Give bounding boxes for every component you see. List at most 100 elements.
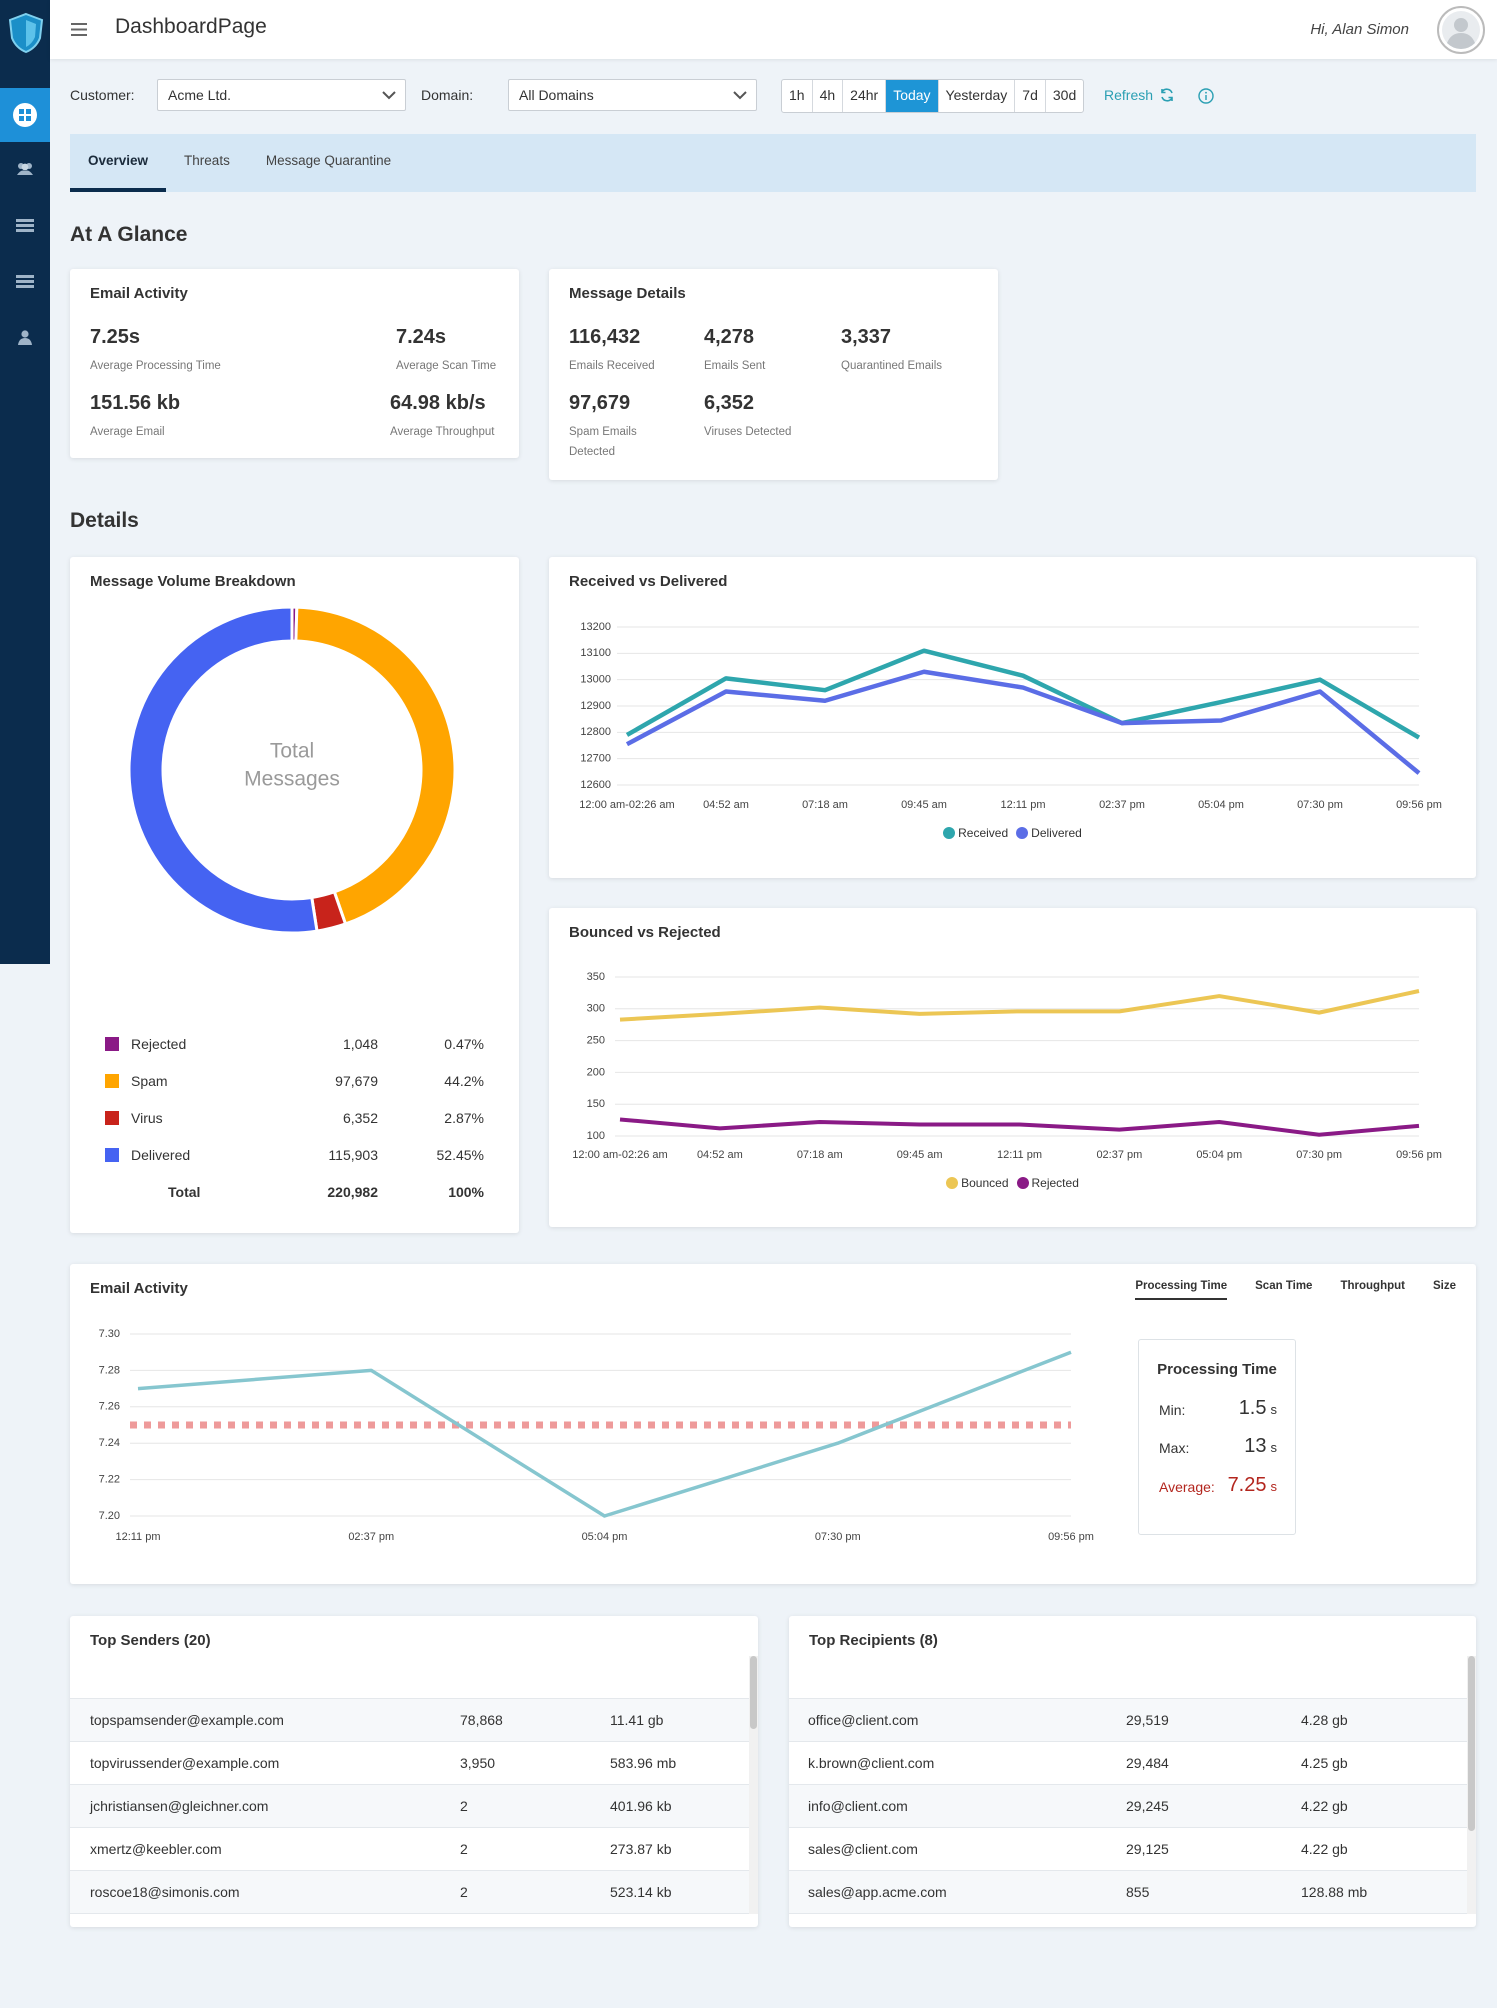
greeting[interactable]: Hi, Alan Simon: [1310, 21, 1409, 38]
scrollbar-thumb[interactable]: [750, 1656, 757, 1729]
nav-users[interactable]: [16, 162, 34, 176]
bounced-rejected-card: Bounced vs Rejected 100 150 200 250 300 350 12…: [549, 908, 1476, 1227]
domain-select[interactable]: All Domains: [508, 79, 757, 111]
customer-select[interactable]: Acme Ltd.: [157, 79, 406, 111]
size-cell: 11.41 gb: [610, 1712, 664, 1728]
stat-value: 7.25: [1227, 1474, 1267, 1496]
received-delivered-card: Received vs Delivered 12600 12700 12800 129…: [549, 557, 1476, 878]
x-tick-label: 07:30 pm: [1297, 799, 1343, 811]
legend-label: Rejected: [131, 1036, 187, 1052]
metric-tab[interactable]: Size: [1432, 1280, 1456, 1292]
stat-value: 7.25s: [90, 326, 141, 348]
legend-percent: 2.87%: [444, 1110, 484, 1126]
email-cell: info@client.com: [808, 1798, 908, 1814]
page-tab[interactable]: Message Quarantine: [265, 153, 392, 168]
x-tick-label: 09:56 pm: [1396, 799, 1442, 811]
legend-row: Spam 97,679 44.2%: [70, 1071, 519, 1091]
total-label: Total: [168, 1184, 201, 1200]
time-range-button[interactable]: 1h: [789, 87, 805, 103]
stat-average: Average: 7.25 s: [1159, 1474, 1277, 1496]
x-tick-label: 12:11 pm: [115, 1531, 160, 1543]
metric-tab[interactable]: Throughput: [1340, 1280, 1405, 1292]
legend-item[interactable]: Rejected: [1016, 1176, 1079, 1190]
legend-item[interactable]: Received: [943, 826, 1008, 840]
time-range-button[interactable]: 30d: [1044, 80, 1083, 112]
chevron: [733, 91, 747, 100]
table-row[interactable]: info@client.com 29,245 4.22 gb: [789, 1784, 1467, 1827]
scrollbar-thumb[interactable]: [1468, 1656, 1475, 1831]
time-range-button[interactable]: Today: [885, 80, 938, 112]
top-bar: DashboardPage Hi, Alan Simon: [50, 0, 1497, 59]
count-cell: 29,519: [1126, 1712, 1169, 1728]
legend-label: Received: [958, 826, 1009, 840]
page-tab[interactable]: Overview: [70, 134, 167, 192]
donut-center-label: Messages: [244, 768, 340, 791]
count-cell: 2: [460, 1798, 468, 1814]
nav-dashboard[interactable]: [0, 88, 50, 142]
legend-item[interactable]: Bounced: [946, 1176, 1009, 1190]
table-row[interactable]: xmertz@keebler.com 2 273.87 kb: [70, 1827, 749, 1870]
table-row[interactable]: office@client.com 29,519 4.28 gb: [789, 1698, 1467, 1741]
legend-swatch: [105, 1111, 119, 1125]
table-row[interactable]: sales@app.acme.com 855 128.88 mb: [789, 1870, 1467, 1913]
info-icon[interactable]: [1198, 88, 1214, 104]
time-range-button[interactable]: 4h: [811, 80, 843, 112]
table-row[interactable]: k.brown@client.com 29,484 4.25 gb: [789, 1741, 1467, 1784]
card-title: Top Recipients (8): [809, 1632, 938, 1649]
email-cell: office@client.com: [808, 1712, 919, 1728]
series-line: [137, 1350, 1072, 1518]
nav-account[interactable]: [18, 330, 32, 345]
table-row[interactable]: topvirussender@example.com 3,950 583.96 mb: [70, 1741, 749, 1784]
stat-value: 151.56 kb: [90, 392, 181, 414]
y-tick-label: 12600: [580, 779, 611, 791]
legend-dot: [946, 1177, 959, 1189]
table-row[interactable]: roscoe18@simonis.com 2 523.14 kb: [70, 1870, 749, 1913]
stat: 7.25s Average Processing Time: [90, 324, 221, 376]
legend-item[interactable]: Delivered: [1016, 826, 1082, 840]
line-chart: 12600 12700 12800 12900 13000 13100 13200 12:00…: [579, 621, 1442, 811]
x-tick-label: 09:56 pm: [1396, 1149, 1442, 1161]
card-title: Bounced vs Rejected: [569, 924, 721, 941]
email-cell: roscoe18@simonis.com: [90, 1884, 240, 1900]
page-tab[interactable]: Threats: [184, 153, 230, 168]
stat-label: Min:: [1159, 1402, 1186, 1418]
time-range-button[interactable]: 24hr: [842, 80, 885, 112]
legend-swatch: [105, 1074, 119, 1088]
table-row[interactable]: topspamsender@example.com 78,868 11.41 gb: [70, 1698, 749, 1741]
table-row[interactable]: jchristiansen@gleichner.com 2 401.96 kb: [70, 1784, 749, 1827]
legend-row: Rejected 1,048 0.47%: [70, 1034, 519, 1054]
legend-label: Spam: [131, 1073, 168, 1089]
legend-label: Delivered: [1031, 826, 1082, 840]
stat-unit: s: [1270, 1440, 1278, 1455]
time-range-button[interactable]: Yesterday: [937, 80, 1015, 112]
stat: 7.24s Average Scan Time: [396, 324, 496, 376]
metric-tab[interactable]: Scan Time: [1255, 1280, 1313, 1292]
refresh-button[interactable]: Refresh: [1104, 87, 1175, 103]
x-tick-label: 07:18 am: [802, 799, 848, 811]
size-cell: 523.14 kb: [610, 1884, 672, 1900]
menu-button[interactable]: [71, 23, 87, 36]
refresh-icon: [1161, 88, 1173, 102]
metric-tab[interactable]: Processing Time: [1135, 1280, 1228, 1300]
nav-servers[interactable]: [16, 219, 34, 232]
top-senders-card: Top Senders (20) topspamsender@example.c…: [70, 1616, 758, 1927]
y-tick-label: 12800: [580, 726, 611, 738]
x-tick-label: 09:45 am: [897, 1149, 943, 1161]
stat-label: Average Processing Time: [90, 360, 221, 372]
y-tick-label: 7.24: [99, 1437, 120, 1449]
donut-slice: [294, 605, 457, 926]
count-cell: 855: [1126, 1884, 1150, 1900]
y-tick-label: 300: [587, 1003, 605, 1015]
section-title: Details: [70, 509, 139, 532]
message-details-card: Message Details 116,432 Emails Received 4,…: [549, 269, 998, 480]
time-range-button[interactable]: 7d: [1014, 80, 1045, 112]
y-tick-label: 7.22: [99, 1474, 120, 1486]
stat-unit: s: [1270, 1402, 1278, 1417]
x-tick-label: 02:37 pm: [1099, 799, 1145, 811]
x-tick-label: 07:30 pm: [1296, 1149, 1342, 1161]
nav-lists[interactable]: [16, 275, 34, 288]
table-row[interactable]: sales@client.com 29,125 4.22 gb: [789, 1827, 1467, 1870]
customer-value: Acme Ltd.: [168, 87, 232, 103]
avatar[interactable]: [1436, 5, 1486, 55]
